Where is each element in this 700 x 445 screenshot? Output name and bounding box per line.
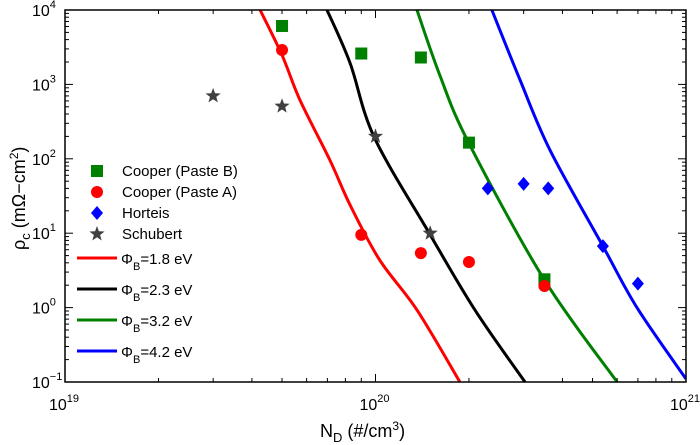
tick-exp: 2 [50,148,56,160]
curve-phi-b-3 [490,10,686,380]
tick-exp: 0 [50,297,56,309]
tick-base: 10 [360,397,378,414]
y-tick-label: 104 [32,0,56,20]
legend-label: ΦB=2.3 eV [121,282,192,304]
tick-exp: −1 [50,371,63,383]
legend: Cooper (Paste B) Cooper (Paste A) Horteis S… [77,163,238,366]
tick-base: 10 [32,301,50,318]
tick-base: 10 [32,152,50,169]
legend-label: ΦB=1.8 eV [121,251,192,273]
circle-point [462,256,475,269]
tick-exp: 1 [50,222,56,234]
legend-value: =4.2 eV [140,344,192,361]
tick-exp: 3 [50,73,56,85]
tick-base: 10 [32,226,50,243]
x-tick-label: 1019 [49,393,79,414]
legend-phi: Φ [121,282,133,299]
x-axis-label: ND (#/cm3) [320,419,405,445]
y-axis-label: ρc (mΩ−cm2) [7,147,33,250]
star-point [367,128,384,143]
square-point [355,47,368,60]
y-tick-label: 101 [32,222,56,243]
circle-point [538,280,551,293]
legend-label: Cooper (Paste B) [122,163,238,180]
diamond-point [631,276,644,291]
tick-exp: 19 [67,393,79,405]
legend-phi: Φ [121,313,133,330]
legend-sub: B [133,354,140,366]
circle-point [414,247,427,260]
tick-base: 10 [49,397,67,414]
square-point [462,136,475,149]
square-point [414,51,427,64]
curve-phi-b-1 [325,10,527,382]
diamond-point [481,181,494,196]
legend-label: Cooper (Paste A) [122,184,237,201]
legend-label: ΦB=3.2 eV [121,313,192,335]
curve-phi-b-2 [415,10,619,382]
tick-base: 10 [32,77,50,94]
x-tick-label: 1020 [360,393,390,414]
star-point [205,87,221,103]
curve-phi-b-0 [258,10,462,382]
legend-star-icon [89,226,105,241]
legend-sub: B [133,323,140,335]
curves [258,10,686,382]
tick-base: 10 [670,397,688,414]
legend-phi: Φ [121,344,133,361]
y-tick-label: 103 [32,73,56,94]
legend-label: Schubert [122,226,183,243]
circle-point [355,228,368,241]
diamond-point [596,239,609,254]
legend-sub: B [133,261,140,273]
legend-value: =1.8 eV [140,251,192,268]
star-point [422,225,438,240]
x-tick-label: 1021 [670,393,700,414]
legend-label: Horteis [122,205,170,222]
legend-phi: Φ [121,251,133,268]
markers [205,19,644,293]
legend-square-icon [91,165,103,177]
diamond-point [542,181,555,196]
tick-base: 10 [32,3,50,20]
y-tick-label: 100 [32,297,56,318]
legend-label: ΦB=4.2 eV [121,344,192,366]
legend-sub: B [133,292,140,304]
tick-exp: 21 [688,393,700,405]
circle-point [276,43,289,56]
legend-diamond-icon [91,206,103,220]
diamond-point [517,176,530,191]
tick-base: 10 [32,375,50,392]
star-point [274,98,290,113]
square-point [276,19,289,32]
legend-circle-icon [91,186,103,198]
tick-exp: 4 [50,0,56,11]
legend-value: =3.2 eV [140,313,192,330]
tick-exp: 20 [377,393,389,405]
y-tick-label: 10−1 [32,371,62,392]
y-tick-label: 102 [32,148,56,169]
legend-value: =2.3 eV [140,282,192,299]
